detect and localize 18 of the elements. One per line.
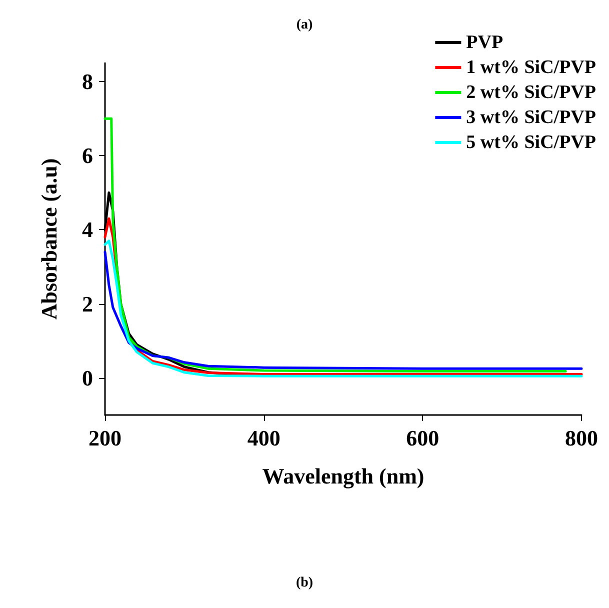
x-tick-label: 200 xyxy=(88,426,122,450)
y-axis-title: Absorbance (a.u) xyxy=(36,158,62,320)
y-tick-label: 6 xyxy=(82,143,93,168)
legend-label: 1 wt% SiC/PVP xyxy=(466,57,596,78)
y-tick-label: 2 xyxy=(82,291,93,316)
text: (b) xyxy=(296,576,314,590)
x-axis-title: Wavelength (nm) xyxy=(262,464,424,488)
legend-label: 2 wt% SiC/PVP xyxy=(466,82,596,103)
x-tick-label: 400 xyxy=(247,426,280,450)
y-tick-label: 8 xyxy=(82,69,93,94)
y-tick-label: 4 xyxy=(82,217,93,242)
x-tick-label: 600 xyxy=(406,426,440,450)
legend-label: 3 wt% SiC/PVP xyxy=(466,107,596,128)
x-tick-label: 800 xyxy=(565,426,598,450)
chart-title: (a) xyxy=(296,18,313,32)
y-tick-label: 0 xyxy=(82,365,93,390)
legend-label: 5 wt% SiC/PVP xyxy=(466,132,596,153)
legend-label: PVP xyxy=(466,32,504,53)
